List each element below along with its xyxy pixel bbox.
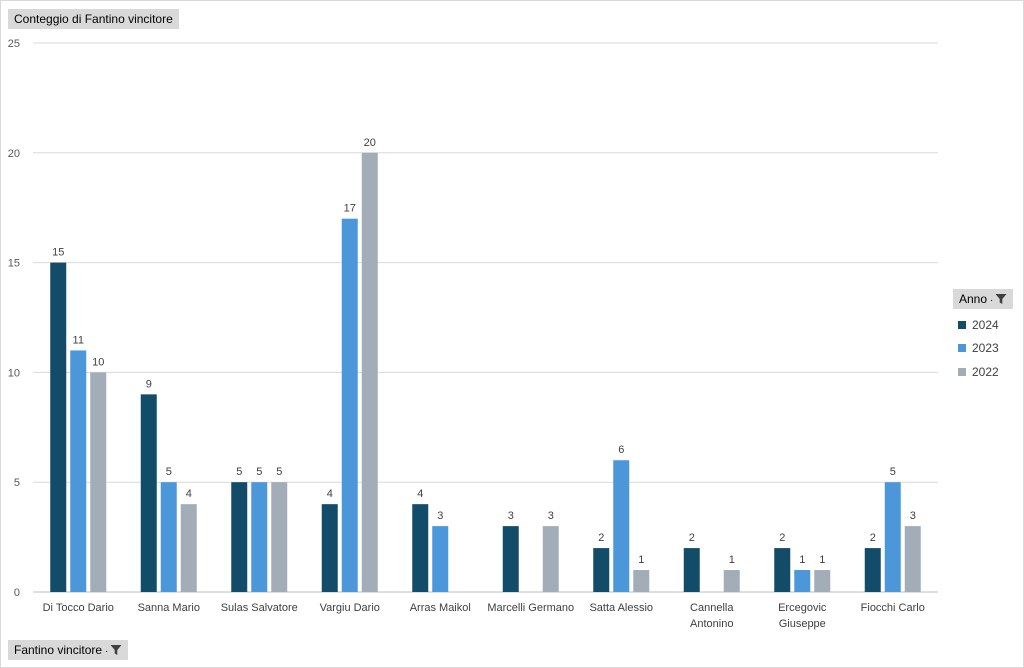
bar-2023[interactable] (794, 570, 811, 592)
value-field-label: Conteggio di Fantino vincitore (14, 12, 173, 26)
bar-2022[interactable] (542, 526, 559, 592)
data-label: 6 (618, 444, 624, 456)
data-label: 15 (52, 247, 64, 259)
bar-2023[interactable] (432, 526, 449, 592)
x-tick-label: Ercegovic (778, 602, 827, 614)
data-label: 1 (819, 554, 825, 566)
data-label: 5 (236, 466, 242, 478)
x-tick-label: Marcelli Germano (487, 602, 574, 614)
bar-2024[interactable] (412, 504, 429, 592)
data-label: 2 (598, 532, 604, 544)
bar-2022[interactable] (90, 372, 107, 592)
bar-2023[interactable] (341, 218, 358, 592)
x-tick-label: Sulas Salvatore (221, 602, 298, 614)
filter-dropdown-icon[interactable]: . (105, 640, 122, 660)
data-label: 3 (910, 510, 916, 522)
data-label: 11 (73, 334, 84, 346)
x-tick-label: Arras Maikol (410, 602, 471, 614)
data-label: 4 (417, 488, 423, 500)
bars (50, 152, 921, 593)
bar-2023[interactable] (884, 482, 901, 592)
bar-2024[interactable] (593, 548, 610, 592)
bar-2022[interactable] (361, 152, 378, 593)
axis-field-label: Fantino vincitore (14, 643, 103, 657)
x-tick-label: Di Tocco Dario (43, 602, 114, 614)
data-label: 5 (276, 466, 282, 478)
bar-2024[interactable] (140, 394, 157, 592)
y-tick-label: 20 (8, 148, 20, 160)
data-label: 1 (729, 554, 735, 566)
x-tick-label: Giuseppe (779, 618, 826, 630)
legend-swatch (958, 344, 966, 353)
bar-2022[interactable] (814, 570, 831, 592)
bar-2024[interactable] (774, 548, 791, 592)
bar-2023[interactable] (251, 482, 268, 592)
bar-2022[interactable] (271, 482, 288, 592)
data-label: 4 (327, 488, 333, 500)
bar-2023[interactable] (160, 482, 177, 592)
bar-2022[interactable] (904, 526, 921, 592)
legend-swatch (958, 320, 966, 329)
x-tick-label: Antonino (690, 618, 733, 630)
data-label: 3 (437, 510, 443, 522)
x-axis-ticks: Di Tocco Dario Sanna Mario Sulas Salvatore… (43, 602, 925, 630)
legend-field-label: Anno (959, 292, 988, 306)
x-tick-label: Vargiu Dario (320, 602, 380, 614)
legend-label: 2022 (972, 364, 999, 379)
bar-2024[interactable] (502, 526, 519, 592)
data-label: 5 (256, 466, 262, 478)
data-label: 3 (548, 510, 554, 522)
data-label: 17 (344, 203, 356, 215)
bar-2022[interactable] (180, 504, 197, 592)
x-tick-label: Cannella (690, 602, 734, 614)
legend-swatch (958, 367, 966, 376)
data-label: 3 (508, 510, 514, 522)
bar-2023[interactable] (70, 350, 87, 592)
x-tick-label: Sanna Mario (138, 602, 200, 614)
data-label: 2 (870, 532, 876, 544)
data-label: 2 (779, 532, 785, 544)
bar-2024[interactable] (864, 548, 881, 592)
y-axis-ticks: 0 5 10 15 20 25 (8, 38, 20, 599)
bar-2024[interactable] (321, 504, 338, 592)
bar-2023[interactable] (613, 460, 630, 592)
x-tick-label: Satta Alessio (589, 602, 653, 614)
legend-label: 2023 (972, 341, 999, 356)
data-label: 10 (92, 356, 104, 368)
data-label: 2 (689, 532, 695, 544)
legend-item-2022[interactable]: 2022 (958, 360, 999, 384)
filter-icon[interactable]: . (990, 289, 1007, 309)
bar-2024[interactable] (683, 548, 700, 592)
bar-2024[interactable] (231, 482, 248, 592)
y-tick-label: 25 (8, 38, 20, 50)
y-tick-label: 0 (14, 587, 20, 599)
legend-item-2023[interactable]: 2023 (958, 337, 999, 361)
x-tick-label: Fiocchi Carlo (861, 602, 925, 614)
legend-label: 2024 (972, 317, 999, 332)
legend-item-2024[interactable]: 2024 (958, 313, 999, 337)
data-label: 9 (146, 378, 152, 390)
value-field-button[interactable]: Conteggio di Fantino vincitore (8, 9, 179, 29)
data-label: 4 (186, 488, 192, 500)
data-label: 5 (166, 466, 172, 478)
legend-field-button[interactable]: Anno . (953, 289, 1013, 309)
data-label: 1 (638, 554, 644, 566)
bar-2024[interactable] (50, 262, 67, 592)
y-tick-label: 10 (8, 367, 20, 379)
bar-2022[interactable] (633, 570, 650, 592)
axis-field-button[interactable]: Fantino vincitore . (8, 640, 128, 660)
y-tick-label: 5 (14, 477, 20, 489)
data-label: 20 (364, 137, 376, 149)
data-label: 1 (799, 554, 805, 566)
legend: 2024 2023 2022 (958, 313, 999, 384)
data-label: 5 (890, 466, 896, 478)
bar-2022[interactable] (723, 570, 740, 592)
y-tick-label: 15 (8, 258, 20, 270)
